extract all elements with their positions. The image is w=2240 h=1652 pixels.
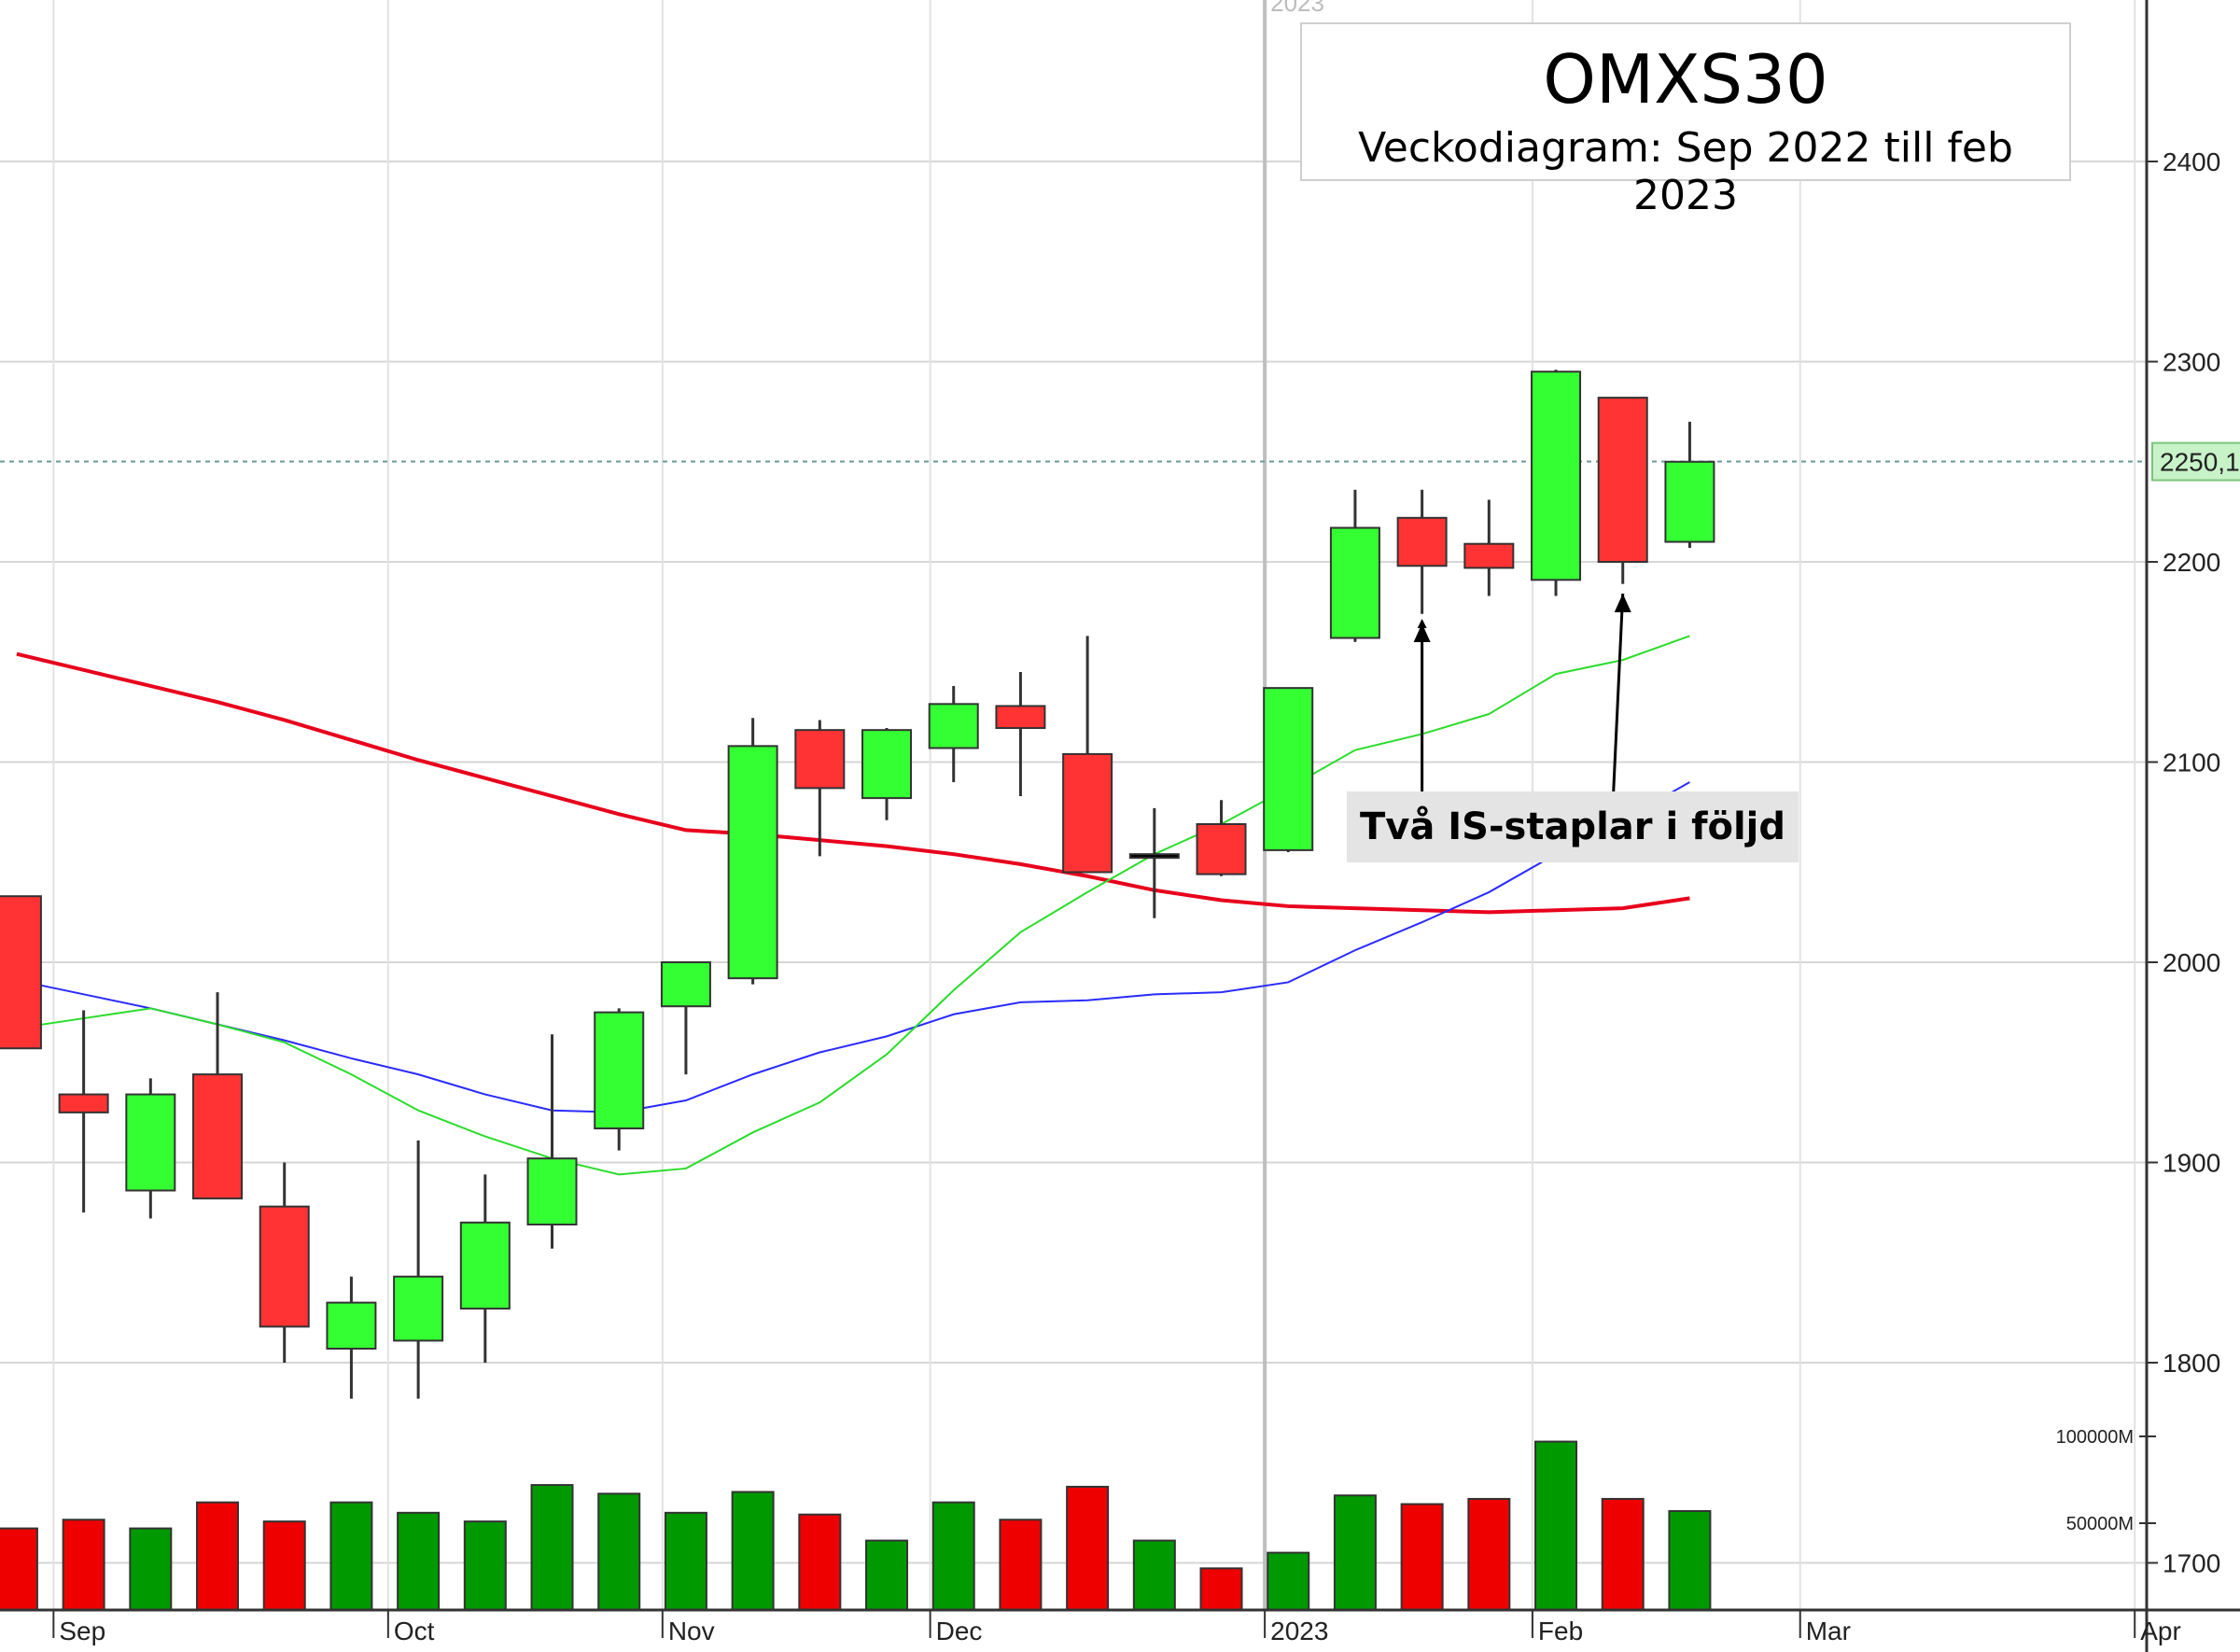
candle-body <box>58 1093 109 1113</box>
x-tick-label: Sep <box>59 1617 105 1645</box>
candle-body <box>928 703 979 749</box>
volume-bar <box>262 1520 306 1612</box>
y-tick-label: 2000 <box>2163 948 2220 977</box>
annotation-arrowhead <box>1614 594 1631 612</box>
annotation-arrowhead <box>1413 623 1431 642</box>
y-tick-label: 1800 <box>2163 1349 2220 1378</box>
volume-bar <box>1333 1494 1377 1611</box>
candle-body <box>393 1275 444 1342</box>
volume-bar <box>865 1539 909 1611</box>
volume-bar <box>397 1511 441 1611</box>
candle-body <box>1396 516 1448 567</box>
candle-body <box>1329 526 1380 639</box>
current-price-label: 2250,1 <box>2160 448 2240 477</box>
volume-bar <box>1199 1567 1243 1611</box>
candle-body <box>326 1301 377 1350</box>
x-tick-label: Dec <box>936 1617 983 1645</box>
volume-bar <box>530 1484 574 1611</box>
candle-body <box>0 895 42 1050</box>
candle-body <box>1597 397 1648 563</box>
volume-bar <box>1668 1509 1712 1611</box>
volume-bar <box>999 1519 1043 1612</box>
current-price-box <box>2151 441 2240 482</box>
candle-body <box>1128 853 1180 860</box>
x-tick-label: Mar <box>1806 1617 1851 1645</box>
year-marker-label: 2023 <box>1270 0 1324 17</box>
annotation-label: Två IS-staplar i följd <box>1347 791 1799 862</box>
volume-bar <box>1400 1503 1444 1612</box>
candles <box>0 370 1715 1399</box>
volume-bar <box>0 1527 38 1611</box>
candle-body <box>459 1221 511 1310</box>
x-tick-label: 2023 <box>1270 1617 1328 1645</box>
y-tick-label: 1900 <box>2163 1149 2220 1178</box>
candle-body <box>1531 371 1582 581</box>
volume-bar <box>196 1501 240 1612</box>
y-tick-label: 2200 <box>2163 548 2220 577</box>
candle-body <box>1263 687 1314 851</box>
candle-body <box>727 745 778 980</box>
volume-tick-label: 100000M <box>2056 1427 2134 1448</box>
candle-body <box>1664 460 1715 543</box>
volume-tick-label: 50000M <box>2066 1514 2134 1534</box>
volume-bar <box>1601 1497 1645 1611</box>
volume-bar <box>329 1501 373 1612</box>
volume-bar <box>798 1513 842 1611</box>
moving-average-lines <box>16 635 1690 1176</box>
moving-average-1 <box>16 651 1690 915</box>
x-tick-label: Oct <box>394 1617 435 1645</box>
candle-body <box>125 1093 176 1192</box>
volume-bar <box>1467 1497 1511 1611</box>
y-tick-label: 2300 <box>2163 348 2220 377</box>
chart-title-box: OMXS30 Veckodiagram: Sep 2022 till feb 2… <box>1300 22 2071 219</box>
volume-bar <box>129 1527 173 1611</box>
volume-bar <box>1066 1485 1110 1611</box>
y-tick-label: 2100 <box>2163 749 2220 777</box>
volume-bar <box>1132 1539 1176 1611</box>
volume-bar <box>597 1492 641 1612</box>
chart-title: OMXS30 <box>1543 40 1828 119</box>
candle-body <box>861 729 913 800</box>
candle-body <box>192 1073 244 1200</box>
volume-bar <box>664 1511 707 1611</box>
volume-bar <box>1267 1551 1310 1611</box>
volume-bars <box>0 1440 1712 1612</box>
candle-body <box>259 1205 310 1328</box>
moving-average-2 <box>16 781 1690 1113</box>
candle-body <box>995 705 1046 730</box>
annotation-arrow <box>1612 593 1625 792</box>
y-tick-label: 1700 <box>2163 1549 2220 1578</box>
volume-bar <box>463 1520 507 1612</box>
candle-body <box>594 1011 645 1130</box>
candle-body <box>660 961 711 1008</box>
y-tick-label: 2400 <box>2163 147 2220 176</box>
candle-body <box>794 729 846 790</box>
x-tick-label: Feb <box>1538 1617 1583 1645</box>
x-tick-label: Apr <box>2140 1617 2181 1645</box>
volume-bar <box>731 1491 775 1612</box>
candle-body <box>1463 542 1515 569</box>
candle-body <box>526 1157 578 1225</box>
volume-bar <box>62 1519 105 1612</box>
x-tick-label: Nov <box>668 1617 715 1645</box>
volume-bar <box>931 1501 975 1612</box>
moving-average-3 <box>16 635 1690 1176</box>
candle-body <box>1062 752 1113 874</box>
annotation-arrows <box>1413 593 1631 792</box>
candle-body <box>1196 822 1247 875</box>
chart-subtitle: Veckodiagram: Sep 2022 till feb 2023 <box>1358 124 2013 220</box>
volume-bar <box>1534 1440 1578 1611</box>
